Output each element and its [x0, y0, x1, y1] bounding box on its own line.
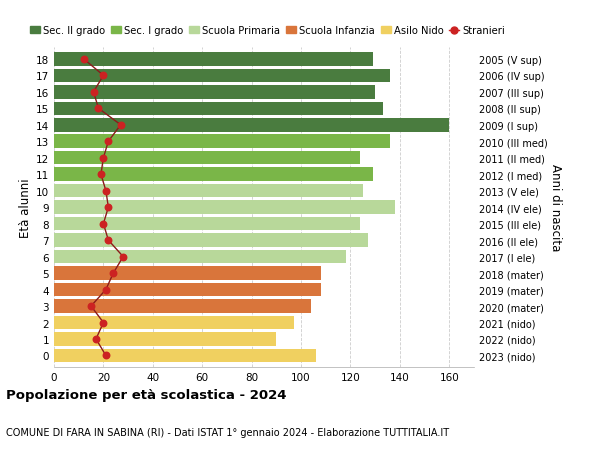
Point [101, 286, 110, 294]
Bar [54, 185, 363, 198]
Point [109, 270, 118, 277]
Point [101, 188, 110, 195]
Bar [54, 349, 316, 363]
Point [91, 336, 101, 343]
Bar [54, 119, 449, 132]
Point [96, 171, 106, 179]
Point [104, 138, 113, 146]
Point [101, 352, 110, 359]
Bar [54, 332, 277, 346]
Bar [54, 283, 321, 297]
Bar [54, 69, 390, 83]
Point [79, 56, 88, 63]
Point [116, 122, 125, 129]
Bar [54, 168, 373, 182]
Bar [54, 250, 346, 264]
Text: Popolazione per età scolastica - 2024: Popolazione per età scolastica - 2024 [6, 388, 287, 401]
Bar [54, 86, 375, 99]
Bar [54, 234, 368, 247]
Text: COMUNE DI FARA IN SABINA (RI) - Dati ISTAT 1° gennaio 2024 - Elaborazione TUTTIT: COMUNE DI FARA IN SABINA (RI) - Dati IST… [6, 427, 449, 437]
Bar [54, 53, 373, 67]
Bar [54, 218, 361, 231]
Point [98, 73, 108, 80]
Bar [54, 135, 390, 149]
Bar [54, 201, 395, 214]
Bar [54, 151, 361, 165]
Point [89, 89, 98, 96]
Point [104, 204, 113, 211]
Bar [54, 300, 311, 313]
Y-axis label: Anni di nascita: Anni di nascita [548, 164, 562, 251]
Point [98, 220, 108, 228]
Y-axis label: Età alunni: Età alunni [19, 178, 32, 237]
Legend: Sec. II grado, Sec. I grado, Scuola Primaria, Scuola Infanzia, Asilo Nido, Stran: Sec. II grado, Sec. I grado, Scuola Prim… [29, 26, 505, 36]
Bar [54, 316, 293, 330]
Point [118, 253, 128, 261]
Bar [54, 102, 383, 116]
Point [104, 237, 113, 244]
Point [98, 155, 108, 162]
Point [98, 319, 108, 326]
Point [94, 106, 103, 113]
Point [86, 302, 96, 310]
Bar [54, 267, 321, 280]
